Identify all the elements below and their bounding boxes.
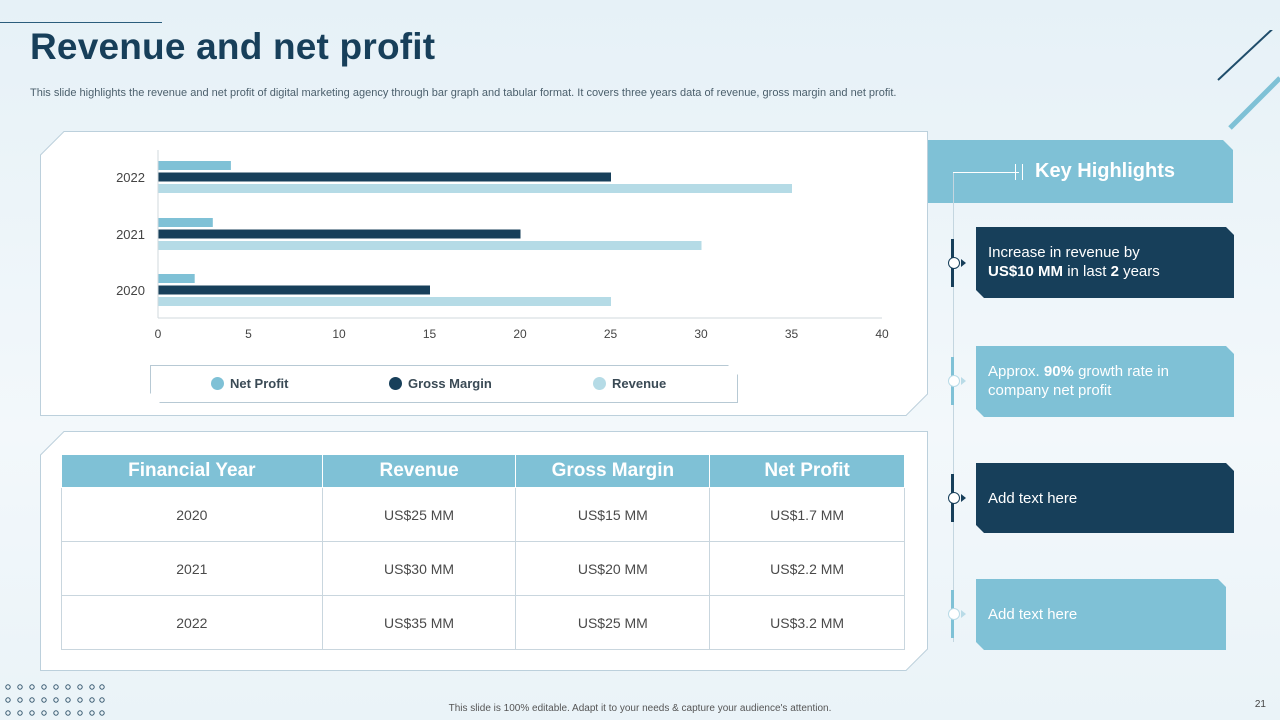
bar-gross-margin: [158, 172, 611, 182]
bar-revenue: [158, 297, 611, 306]
table-row: 2022 US$35 MM US$25 MM US$3.2 MM: [61, 595, 905, 650]
header-tick-icon: [1015, 164, 1023, 180]
table-cell: US$30 MM: [321, 541, 517, 596]
highlight-1-mid: in last: [1063, 263, 1111, 280]
table-panel-border: [40, 431, 928, 671]
highlights-timeline: [953, 172, 954, 642]
legend-label-net-profit: Net Profit: [230, 376, 289, 391]
x-tick-label: 10: [332, 327, 346, 341]
legend-label-gross-margin: Gross Margin: [408, 376, 492, 391]
legend-dot-net-profit: [211, 377, 224, 390]
chart-panel-border: [40, 131, 928, 416]
footer-note: This slide is 100% editable. Adapt it to…: [448, 703, 832, 714]
highlight-card-1: Increase in revenue by US$10 MM in last …: [976, 227, 1234, 298]
x-tick-label: 35: [785, 327, 799, 341]
table-cell: US$35 MM: [321, 595, 517, 650]
header-gross-margin: Gross Margin: [515, 454, 711, 488]
page-subtitle: This slide highlights the revenue and ne…: [30, 87, 897, 99]
x-tick-label: 5: [245, 327, 252, 341]
highlight-card-2: Approx. 90% growth rate in company net p…: [976, 346, 1234, 417]
highlight-card-4: Add text here: [976, 579, 1226, 650]
highlight-3-text: Add text here: [988, 490, 1078, 507]
header-financial-year: Financial Year: [61, 454, 323, 488]
highlight-2-bold1: 90%: [1043, 363, 1074, 380]
legend-dot-gross-margin: [389, 377, 402, 390]
bar-revenue: [158, 184, 792, 193]
x-tick-label: 0: [155, 327, 162, 341]
top-accent-rule: [0, 22, 162, 23]
table-cell: US$20 MM: [515, 541, 711, 596]
legend-net-profit: Net Profit: [211, 376, 289, 391]
table-cell: US$2.2 MM: [709, 541, 905, 596]
x-tick-label: 40: [875, 327, 889, 341]
chart-legend: Net Profit Gross Margin Revenue: [150, 365, 738, 403]
table-cell: US$3.2 MM: [709, 595, 905, 650]
bar-gross-margin: [158, 285, 430, 295]
table-cell: 2020: [61, 487, 323, 542]
pointer-arrow-icon: [961, 494, 966, 502]
header-net-profit: Net Profit: [709, 454, 905, 488]
table-header-row: Financial Year Revenue Gross Margin Net …: [61, 454, 905, 488]
table-cell: 2022: [61, 595, 323, 650]
legend-dot-revenue: [593, 377, 606, 390]
table-cell: US$25 MM: [321, 487, 517, 542]
y-tick-label: 2022: [116, 170, 145, 185]
highlight-1-bold1: US$10 MM: [988, 263, 1064, 280]
legend-label-revenue: Revenue: [612, 376, 667, 391]
table-cell: US$15 MM: [515, 487, 711, 542]
page-number: 21: [1254, 699, 1266, 710]
highlight-4-text: Add text here: [988, 606, 1078, 623]
pointer-arrow-icon: [961, 377, 966, 385]
dot-pattern-decoration: [5, 684, 105, 716]
legend-gross-margin: Gross Margin: [389, 376, 492, 391]
timeline-node-icon: [948, 608, 960, 620]
page-title: Revenue and net profit: [30, 26, 436, 67]
x-tick-label: 30: [694, 327, 708, 341]
highlight-2-pre: Approx.: [988, 363, 1044, 380]
timeline-node-icon: [948, 492, 960, 504]
header-revenue: Revenue: [321, 454, 517, 488]
y-tick-label: 2020: [116, 283, 145, 298]
table-cell: 2021: [61, 541, 323, 596]
key-highlights-title: Key Highlights: [1035, 160, 1176, 182]
corner-decoration: [1217, 30, 1280, 130]
highlight-1-pre: Increase in revenue by: [988, 244, 1140, 261]
key-highlights-header: [928, 140, 1233, 203]
pointer-arrow-icon: [961, 259, 966, 267]
financial-table: Financial Year Revenue Gross Margin Net …: [61, 454, 905, 650]
table-cell: US$1.7 MM: [709, 487, 905, 542]
timeline-connector: [953, 172, 1019, 173]
bar-gross-margin: [158, 229, 521, 239]
pointer-arrow-icon: [961, 610, 966, 618]
table-row: 2020 US$25 MM US$15 MM US$1.7 MM: [61, 487, 905, 542]
table-cell: US$25 MM: [515, 595, 711, 650]
x-tick-label: 15: [423, 327, 437, 341]
y-tick-label: 2021: [116, 227, 145, 242]
highlight-1-post: years: [1118, 263, 1160, 280]
bar-net-profit: [158, 161, 231, 170]
bar-revenue: [158, 241, 702, 250]
timeline-node-icon: [948, 257, 960, 269]
bar-net-profit: [158, 274, 195, 283]
table-row: 2021 US$30 MM US$20 MM US$2.2 MM: [61, 541, 905, 596]
highlight-card-3: Add text here: [976, 463, 1234, 533]
timeline-node-icon: [948, 375, 960, 387]
x-tick-label: 20: [513, 327, 527, 341]
bar-net-profit: [158, 218, 213, 227]
highlight-2-post: growth rate in company net profit: [988, 363, 1169, 399]
highlight-1-bold2: 2: [1110, 263, 1119, 280]
legend-revenue: Revenue: [593, 376, 666, 391]
x-tick-label: 25: [604, 327, 618, 341]
